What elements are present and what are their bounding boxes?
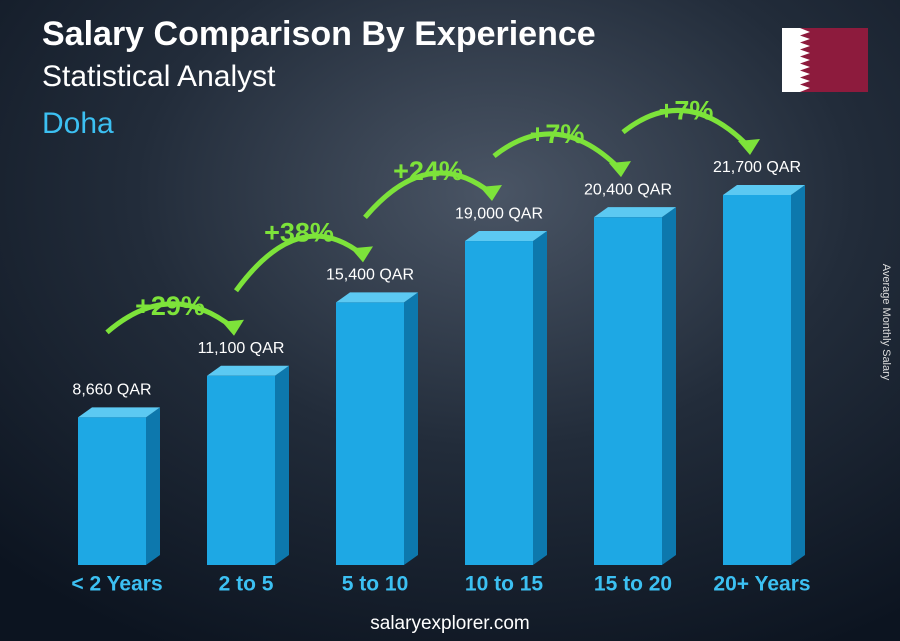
value-label: 21,700 QAR (713, 159, 801, 176)
change-arrow-head (609, 161, 631, 178)
x-tick-label: 10 to 15 (465, 573, 544, 596)
bar-side (275, 365, 289, 565)
flag (782, 28, 868, 92)
bar-side (791, 185, 805, 565)
change-arrow (363, 170, 493, 220)
bar-side (146, 407, 160, 565)
bar-top (723, 185, 805, 195)
change-label: +24% (393, 156, 463, 186)
bar (207, 375, 275, 565)
change-arrow-head (738, 139, 760, 155)
change-arrow (105, 301, 235, 335)
change-label: +7% (530, 119, 585, 149)
value-label: 11,100 QAR (198, 340, 285, 357)
y-axis-label: Average Monthly Salary (880, 264, 892, 381)
bar-top (78, 407, 160, 418)
change-arrow-head (351, 246, 373, 263)
x-tick-label: 2 to 5 (219, 573, 274, 596)
x-tick-label: 5 to 10 (342, 573, 409, 596)
value-label: 20,400 QAR (584, 181, 672, 198)
change-arrow (621, 107, 751, 149)
change-arrow (233, 233, 364, 293)
bar-top (336, 292, 418, 303)
chart-title: Salary Comparison By Experience (42, 15, 596, 53)
bar-side (404, 292, 418, 565)
change-arrow (492, 131, 622, 171)
bar (465, 241, 533, 565)
bar (336, 302, 404, 565)
x-tick-label: 15 to 20 (594, 573, 672, 596)
bar (594, 217, 662, 565)
bar-top (594, 207, 676, 218)
value-label: 15,400 QAR (326, 267, 414, 284)
value-label: 19,000 QAR (455, 205, 543, 222)
bar-side (533, 231, 547, 565)
change-label: +38% (264, 218, 334, 248)
value-label: 8,660 QAR (72, 382, 151, 399)
change-arrow-head (480, 185, 502, 202)
bar (723, 195, 791, 565)
x-tick-label: < 2 Years (71, 573, 162, 596)
location: Doha (42, 107, 114, 140)
change-label: +7% (659, 95, 714, 125)
bar-top (465, 231, 547, 242)
subtitle: Statistical Analyst (42, 60, 276, 93)
bar-top (207, 365, 289, 376)
bar (78, 417, 146, 565)
footer: salaryexplorer.com (370, 613, 529, 634)
change-label: +29% (135, 291, 205, 321)
x-tick-label: 20+ Years (713, 573, 810, 596)
bar-side (662, 207, 676, 565)
change-arrow-head (222, 319, 244, 336)
